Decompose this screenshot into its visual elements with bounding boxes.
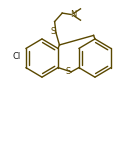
Text: Cl: Cl [13,52,21,61]
Text: S: S [65,67,70,76]
Text: N: N [70,10,76,19]
Text: S: S [51,27,56,36]
